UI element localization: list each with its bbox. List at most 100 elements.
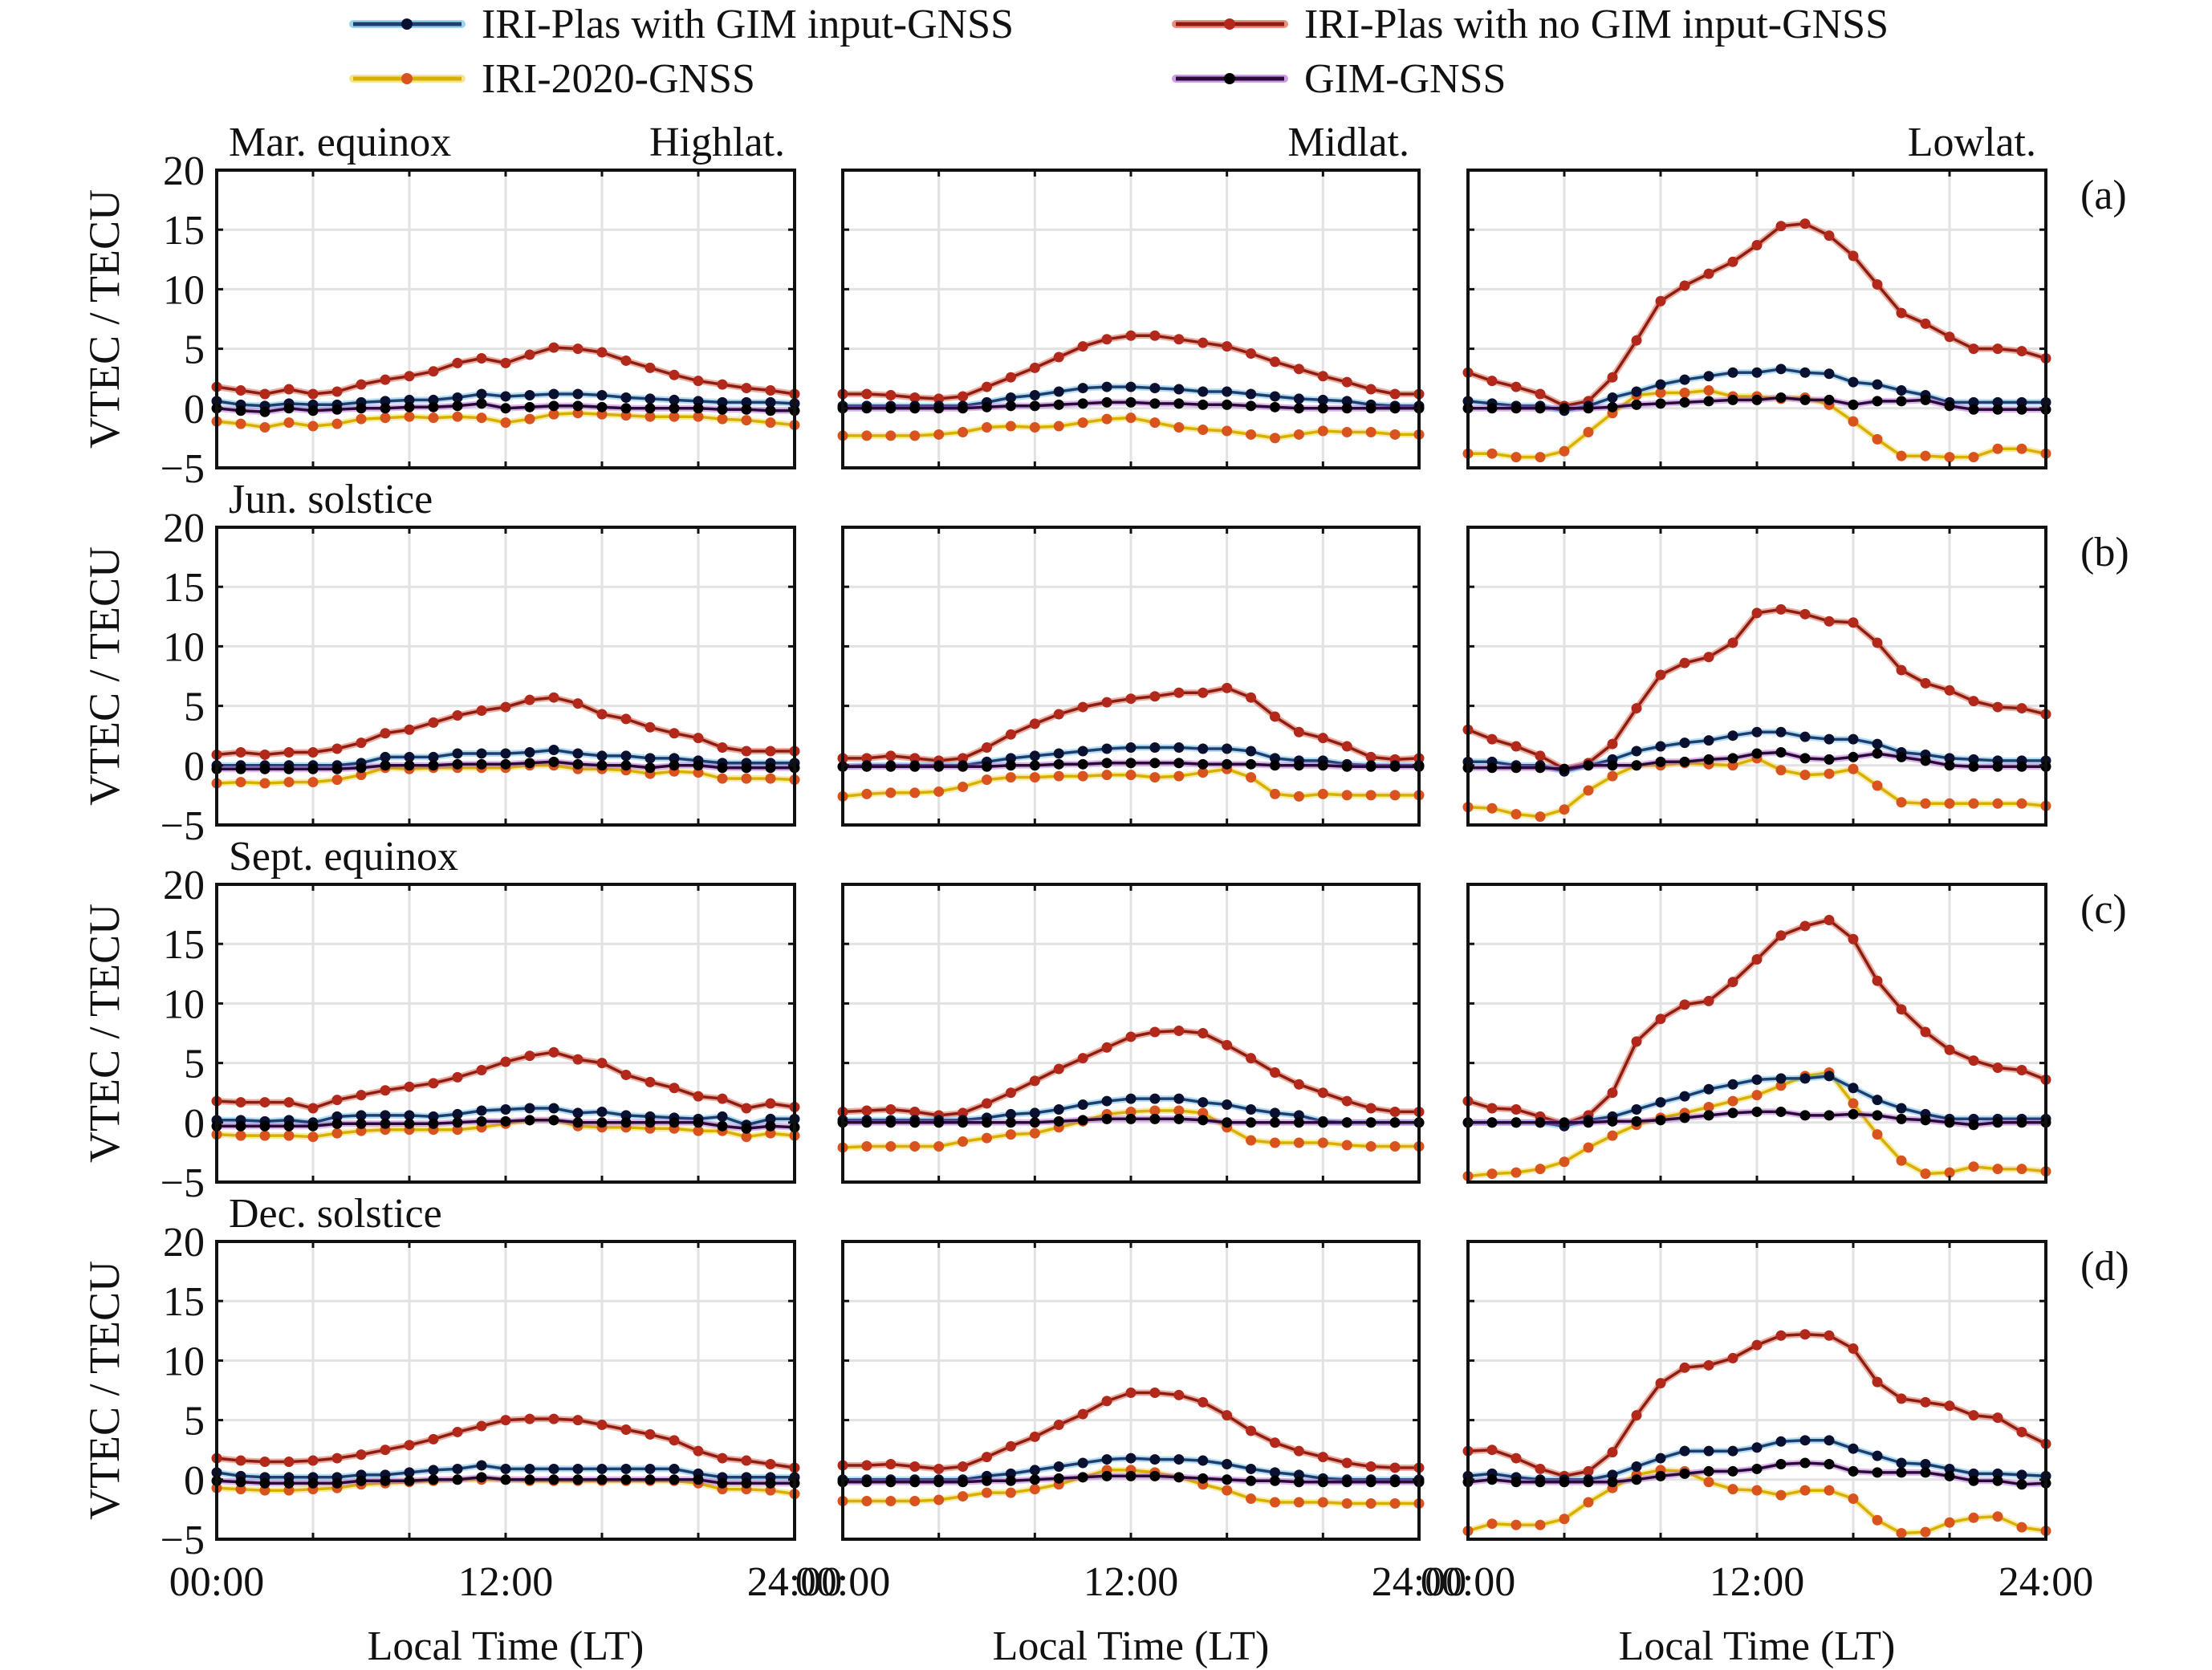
- data-point-gimgnss: [861, 761, 872, 772]
- data-point-nogim: [259, 1097, 270, 1108]
- data-point-gimgnss: [331, 1118, 343, 1129]
- data-point-gimgnss: [1365, 1117, 1376, 1128]
- data-point-nogim: [1920, 1026, 1931, 1038]
- data-point-nogim: [331, 1095, 343, 1106]
- data-point-gim: [1896, 1457, 1907, 1469]
- data-point-gim: [1703, 1083, 1714, 1095]
- data-point-gimgnss: [1535, 1477, 1546, 1488]
- data-point-nogim: [1679, 999, 1690, 1010]
- data-point-gim: [1872, 1450, 1883, 1461]
- data-point-iri2020: [1029, 1128, 1040, 1139]
- data-point-gim: [741, 396, 752, 408]
- data-point-gimgnss: [428, 1118, 439, 1129]
- data-point-nogim: [933, 393, 945, 404]
- data-point-gimgnss: [1293, 1477, 1304, 1488]
- y-tick-label: −5: [161, 446, 205, 492]
- data-point-iri2020: [765, 417, 776, 429]
- data-point-gimgnss: [476, 758, 487, 770]
- data-point-nogim: [1535, 750, 1546, 762]
- data-point-iri2020: [1053, 421, 1064, 432]
- data-point-iri2020: [861, 788, 872, 799]
- data-point-nogim: [572, 698, 583, 709]
- data-point-nogim: [1703, 1359, 1714, 1371]
- data-point-gimgnss: [1101, 1113, 1112, 1124]
- data-point-gimgnss: [1077, 1115, 1088, 1126]
- data-point-gimgnss: [741, 762, 752, 774]
- panel-label: (a): [2080, 173, 2127, 218]
- data-point-gimgnss: [1703, 1110, 1714, 1121]
- data-point-nogim: [452, 1426, 463, 1437]
- data-point-gimgnss: [933, 1117, 945, 1128]
- data-point-iri2020: [596, 408, 608, 420]
- data-point-nogim: [717, 1453, 728, 1464]
- data-point-gimgnss: [1799, 1457, 1811, 1469]
- y-tick-label: 5: [184, 1399, 205, 1444]
- data-point-iri2020: [1389, 1497, 1401, 1509]
- data-point-gim: [1101, 1454, 1112, 1465]
- data-point-gim: [620, 1110, 632, 1121]
- data-point-nogim: [1511, 1453, 1522, 1464]
- data-point-iri2020: [259, 422, 270, 433]
- data-point-nogim: [476, 352, 487, 364]
- data-point-iri2020: [1246, 1135, 1257, 1146]
- data-point-gim: [1679, 737, 1690, 749]
- data-point-gim: [572, 1107, 583, 1119]
- data-point-nogim: [1389, 1106, 1401, 1117]
- data-point-nogim: [1365, 1103, 1376, 1114]
- data-point-gimgnss: [331, 763, 343, 774]
- data-point-nogim: [982, 1098, 992, 1109]
- data-point-nogim: [1751, 1339, 1763, 1351]
- data-point-iri2020: [1293, 1137, 1304, 1148]
- data-point-nogim: [404, 1440, 415, 1451]
- data-point-nogim: [1848, 1343, 1859, 1355]
- data-point-iri2020: [1511, 1519, 1522, 1530]
- data-point-gimgnss: [717, 404, 728, 415]
- data-point-iri2020: [283, 777, 295, 788]
- data-point-gim: [572, 388, 583, 400]
- data-point-gimgnss: [669, 403, 680, 414]
- data-point-nogim: [1824, 230, 1835, 242]
- data-point-gimgnss: [235, 763, 246, 774]
- panel-1-1: [837, 526, 1425, 827]
- data-point-gimgnss: [1293, 760, 1304, 771]
- data-point-iri2020: [1486, 1168, 1498, 1180]
- data-point-gim: [1125, 1453, 1136, 1464]
- data-point-nogim: [1535, 388, 1546, 400]
- data-point-gimgnss: [1775, 1106, 1787, 1117]
- data-point-gimgnss: [1872, 396, 1883, 407]
- data-point-iri2020: [1246, 772, 1257, 783]
- data-point-gimgnss: [1173, 758, 1185, 769]
- data-point-gimgnss: [1029, 400, 1040, 412]
- data-point-gimgnss: [1775, 1459, 1787, 1470]
- data-point-gimgnss: [741, 404, 752, 415]
- data-point-iri2020: [1848, 763, 1859, 774]
- data-point-iri2020: [283, 1485, 295, 1496]
- data-point-gimgnss: [861, 1117, 872, 1128]
- data-point-nogim: [356, 1090, 367, 1101]
- data-point-nogim: [1246, 1425, 1257, 1436]
- data-point-gimgnss: [1005, 400, 1016, 412]
- data-point-nogim: [1848, 250, 1859, 262]
- data-point-nogim: [307, 1103, 319, 1114]
- data-point-nogim: [259, 388, 270, 400]
- data-point-iri2020: [283, 417, 295, 429]
- data-point-gim: [1005, 1108, 1016, 1119]
- data-point-gimgnss: [404, 760, 415, 771]
- data-point-nogim: [1944, 331, 1955, 343]
- data-point-iri2020: [1703, 385, 1714, 396]
- data-point-nogim: [1607, 1087, 1618, 1099]
- data-point-iri2020: [1872, 1514, 1883, 1526]
- data-point-gim: [1799, 1073, 1811, 1084]
- data-point-gimgnss: [1246, 1475, 1257, 1486]
- data-point-nogim: [1583, 1465, 1594, 1477]
- data-point-iri2020: [1173, 1105, 1185, 1116]
- data-point-nogim: [524, 1413, 535, 1424]
- data-point-gim: [1968, 396, 1979, 408]
- data-point-gimgnss: [2016, 1117, 2027, 1128]
- data-point-iri2020: [1149, 1105, 1161, 1116]
- y-tick-label: 15: [163, 1279, 205, 1325]
- data-point-gimgnss: [1486, 1117, 1498, 1128]
- data-point-nogim: [1992, 1412, 2003, 1424]
- data-point-nogim: [1149, 330, 1161, 341]
- x-tick-label: 12:00: [1710, 1559, 1804, 1605]
